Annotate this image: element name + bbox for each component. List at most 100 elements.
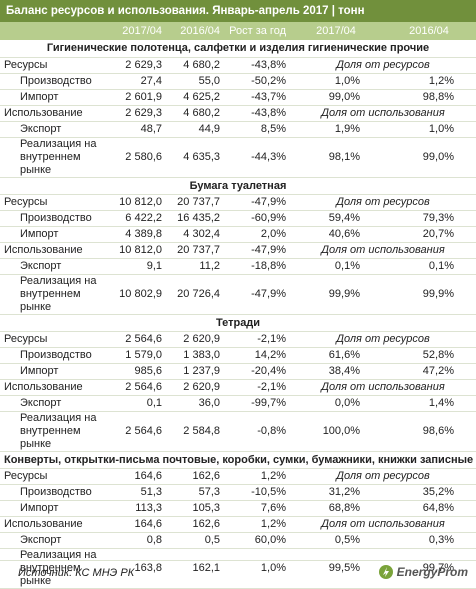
value-cell: 47,2% bbox=[382, 363, 476, 380]
value-cell: 0,1% bbox=[382, 258, 476, 275]
value-cell: 31,2% bbox=[290, 484, 382, 501]
value-cell: 99,0% bbox=[290, 89, 382, 106]
data-row: Импорт 985,6 1 237,9 -20,4% 38,4% 47,2% bbox=[0, 363, 476, 380]
value-cell: 99,9% bbox=[382, 274, 476, 315]
row-label: Импорт bbox=[0, 500, 108, 517]
value-cell: -20,4% bbox=[224, 363, 290, 380]
data-row: Импорт 2 601,9 4 625,2 -43,7% 99,0% 98,8% bbox=[0, 89, 476, 106]
data-row: Производство 6 422,2 16 435,2 -60,9% 59,4% 79… bbox=[0, 210, 476, 227]
share-label: Доля от ресурсов bbox=[290, 468, 476, 485]
value-cell: 1,2% bbox=[224, 468, 290, 485]
data-row: Ресурсы 164,6 162,6 1,2% Доля от ресурсов bbox=[0, 468, 476, 485]
share-label: Доля от ресурсов bbox=[290, 331, 476, 348]
value-cell: 1,9% bbox=[290, 121, 382, 138]
value-cell: 0,3% bbox=[382, 532, 476, 549]
row-label: Ресурсы bbox=[0, 331, 108, 348]
row-label: Экспорт bbox=[0, 532, 108, 549]
data-row: Реализация на внутреннем рынке 10 802,9 20… bbox=[0, 274, 476, 315]
value-cell: 64,8% bbox=[382, 500, 476, 517]
data-row: Ресурсы 10 812,0 20 737,7 -47,9% Доля от рес… bbox=[0, 194, 476, 211]
value-cell: 10 802,9 bbox=[108, 274, 166, 315]
value-cell: 4 389,8 bbox=[108, 226, 166, 243]
section-row: Бумага туалетная bbox=[0, 177, 476, 195]
value-cell: 1 237,9 bbox=[166, 363, 224, 380]
value-cell: -43,8% bbox=[224, 57, 290, 74]
section-row: Конверты, открытки-письма почтовые, коро… bbox=[0, 451, 476, 469]
logo: EnergyProm bbox=[378, 564, 468, 580]
section-title: Бумага туалетная bbox=[0, 177, 476, 195]
value-cell: 2 620,9 bbox=[166, 379, 224, 396]
column-header: 2016/04 bbox=[382, 22, 476, 40]
row-label: Производство bbox=[0, 73, 108, 90]
data-row: Ресурсы 2 629,3 4 680,2 -43,8% Доля от ресур… bbox=[0, 57, 476, 74]
value-cell: 48,7 bbox=[108, 121, 166, 138]
column-header: 2016/04 bbox=[166, 22, 224, 40]
data-row: Импорт 113,3 105,3 7,6% 68,8% 64,8% bbox=[0, 500, 476, 517]
value-cell: -44,3% bbox=[224, 137, 290, 178]
data-row: Экспорт 48,7 44,9 8,5% 1,9% 1,0% bbox=[0, 121, 476, 138]
value-cell: -0,8% bbox=[224, 411, 290, 452]
data-row: Использование 2 564,6 2 620,9 -2,1% Доля от … bbox=[0, 379, 476, 396]
value-cell: 1,0% bbox=[382, 121, 476, 138]
value-cell: 0,0% bbox=[290, 395, 382, 412]
data-row: Реализация на внутреннем рынке 2 564,6 2 5… bbox=[0, 411, 476, 452]
section-title: Тетради bbox=[0, 314, 476, 332]
value-cell: 163,8 bbox=[108, 548, 166, 589]
value-cell: 2 564,6 bbox=[108, 331, 166, 348]
row-label: Использование bbox=[0, 105, 108, 122]
value-cell: 2,0% bbox=[224, 226, 290, 243]
value-cell: 55,0 bbox=[166, 73, 224, 90]
data-row: Реализация на внутреннем рынке 163,8 162,1… bbox=[0, 548, 476, 589]
value-cell: 0,1 bbox=[108, 395, 166, 412]
value-cell: 52,8% bbox=[382, 347, 476, 364]
value-cell: 1,4% bbox=[382, 395, 476, 412]
value-cell: 60,0% bbox=[224, 532, 290, 549]
value-cell: 20 737,7 bbox=[166, 194, 224, 211]
source-note: Источник: КС МНЭ РК bbox=[18, 567, 135, 579]
row-label: Ресурсы bbox=[0, 57, 108, 74]
row-label: Производство bbox=[0, 210, 108, 227]
row-label: Использование bbox=[0, 379, 108, 396]
value-cell: 8,5% bbox=[224, 121, 290, 138]
value-cell: 1 579,0 bbox=[108, 347, 166, 364]
table-title: Баланс ресурсов и использования. Январь-… bbox=[0, 0, 476, 22]
value-cell: 100,0% bbox=[290, 411, 382, 452]
value-cell: 16 435,2 bbox=[166, 210, 224, 227]
data-row: Импорт 4 389,8 4 302,4 2,0% 40,6% 20,7% bbox=[0, 226, 476, 243]
value-cell: 0,5 bbox=[166, 532, 224, 549]
value-cell: 51,3 bbox=[108, 484, 166, 501]
value-cell: 4 625,2 bbox=[166, 89, 224, 106]
table-body: 2017/04 2016/04 Рост за год 2017/04 2016/04 Г… bbox=[0, 22, 476, 589]
header-row: 2017/04 2016/04 Рост за год 2017/04 2016/04 bbox=[0, 22, 476, 40]
value-cell: 2 620,9 bbox=[166, 331, 224, 348]
value-cell: 20,7% bbox=[382, 226, 476, 243]
row-label: Импорт bbox=[0, 226, 108, 243]
value-cell: -60,9% bbox=[224, 210, 290, 227]
value-cell: 99,7% bbox=[382, 548, 476, 589]
value-cell: 1,2% bbox=[224, 516, 290, 533]
data-row: Производство 1 579,0 1 383,0 14,2% 61,6% 52,8… bbox=[0, 347, 476, 364]
value-cell: 105,3 bbox=[166, 500, 224, 517]
value-cell: 14,2% bbox=[224, 347, 290, 364]
data-row: Производство 51,3 57,3 -10,5% 31,2% 35,2% bbox=[0, 484, 476, 501]
row-label: Использование bbox=[0, 242, 108, 259]
share-label: Доля от ресурсов bbox=[290, 194, 476, 211]
value-cell: 162,6 bbox=[166, 516, 224, 533]
value-cell: 7,6% bbox=[224, 500, 290, 517]
column-header: 2017/04 bbox=[290, 22, 382, 40]
value-cell: 10 812,0 bbox=[108, 242, 166, 259]
value-cell: 27,4 bbox=[108, 73, 166, 90]
data-row: Реализация на внутреннем рынке 2 580,6 4 6… bbox=[0, 137, 476, 178]
section-row: Гигиенические полотенца, салфетки и изде… bbox=[0, 40, 476, 58]
logo-text: EnergyProm bbox=[396, 565, 468, 579]
balance-table: 2017/04 2016/04 Рост за год 2017/04 2016/04 Г… bbox=[0, 22, 476, 589]
row-label: Производство bbox=[0, 347, 108, 364]
data-row: Использование 10 812,0 20 737,7 -47,9% Доля … bbox=[0, 242, 476, 259]
data-row: Экспорт 0,8 0,5 60,0% 0,5% 0,3% bbox=[0, 532, 476, 549]
value-cell: -47,9% bbox=[224, 242, 290, 259]
value-cell: 162,6 bbox=[166, 468, 224, 485]
row-label: Импорт bbox=[0, 363, 108, 380]
value-cell: 113,3 bbox=[108, 500, 166, 517]
